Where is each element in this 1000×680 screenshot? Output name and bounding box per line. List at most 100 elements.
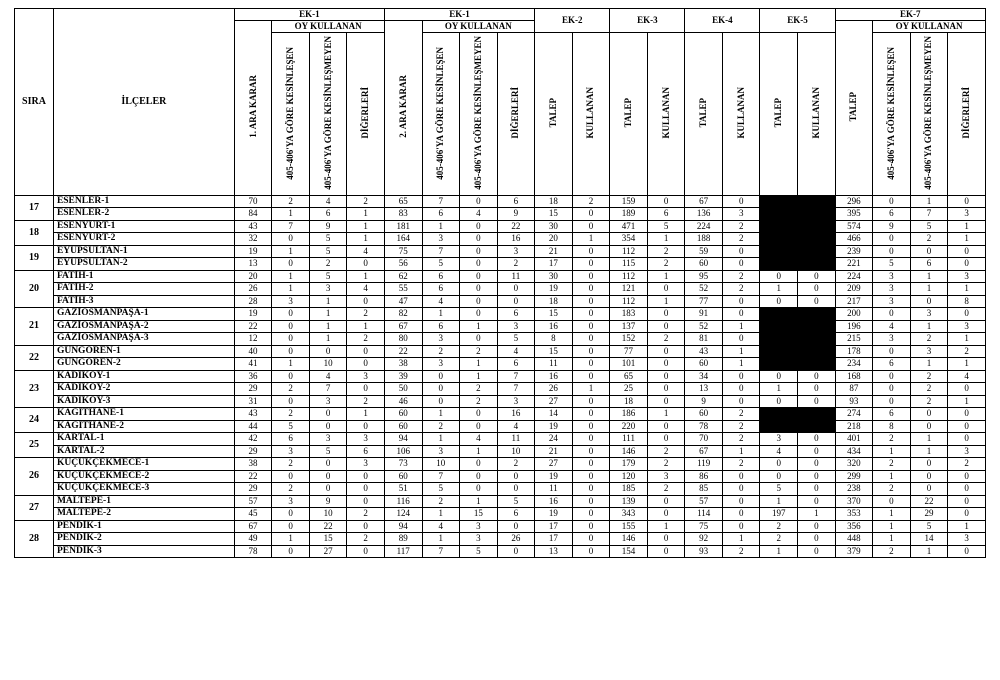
- data-cell: 41: [234, 358, 272, 371]
- data-cell: 0: [572, 245, 610, 258]
- table-row: EYÜPSULTAN-213020565021701152600221560: [15, 258, 986, 271]
- data-cell: 2: [722, 283, 760, 296]
- data-cell: 0: [572, 270, 610, 283]
- hdr-talep: TALEP: [685, 33, 723, 196]
- table-row: KADIKÖY-229270500272612501301087020: [15, 383, 986, 396]
- data-cell: 1: [873, 470, 911, 483]
- hdr-arakarar1: 1. ARA KARAR: [234, 21, 272, 196]
- data-cell: 17: [535, 258, 573, 271]
- data-cell: 0: [572, 395, 610, 408]
- data-cell: 14: [910, 533, 948, 546]
- data-cell: 0: [460, 258, 498, 271]
- data-cell: 1: [948, 358, 986, 371]
- data-cell: 434: [835, 445, 873, 458]
- data-cell: 112: [610, 245, 648, 258]
- data-cell: 60: [384, 470, 422, 483]
- sira-cell: 25: [15, 433, 54, 458]
- data-cell: 2: [272, 195, 310, 208]
- data-cell: [798, 320, 836, 333]
- data-cell: 2: [497, 258, 535, 271]
- data-cell: 45: [234, 508, 272, 521]
- data-cell: 0: [798, 533, 836, 546]
- ilce-cell: KADIKÖY-1: [53, 370, 234, 383]
- data-cell: 0: [572, 258, 610, 271]
- hdr-kul: KULLANAN: [647, 33, 685, 196]
- data-cell: 2: [647, 245, 685, 258]
- table-row: KARTAL-2293561063110210146267140434113: [15, 445, 986, 458]
- data-cell: 67: [234, 520, 272, 533]
- ilce-cell: MALTEPE-2: [53, 508, 234, 521]
- data-cell: 299: [835, 470, 873, 483]
- data-cell: 7: [422, 195, 460, 208]
- data-cell: 0: [798, 383, 836, 396]
- data-cell: 238: [835, 483, 873, 496]
- data-cell: 16: [497, 233, 535, 246]
- data-cell: 0: [572, 495, 610, 508]
- table-header: SIRA İLÇELER EK-1 EK-1 EK-2 EK-3 EK-4 EK…: [15, 9, 986, 196]
- data-cell: 9: [309, 495, 347, 508]
- data-cell: 15: [535, 308, 573, 321]
- data-cell: 78: [234, 545, 272, 558]
- data-cell: 2: [647, 333, 685, 346]
- data-cell: 0: [460, 245, 498, 258]
- ilce-cell: KÜÇÜKÇEKMECE-1: [53, 458, 234, 471]
- data-cell: 2: [497, 458, 535, 471]
- data-cell: 19: [535, 508, 573, 521]
- hdr-kul: KULLANAN: [722, 33, 760, 196]
- data-cell: 3: [460, 520, 498, 533]
- ilce-cell: PENDİK-2: [53, 533, 234, 546]
- data-cell: 3: [948, 445, 986, 458]
- data-cell: 0: [910, 458, 948, 471]
- hdr-sira: SIRA: [15, 9, 54, 196]
- hdr-ek1a: EK-1: [234, 9, 384, 21]
- data-cell: 185: [610, 483, 648, 496]
- data-cell: 168: [835, 370, 873, 383]
- data-cell: 1: [647, 408, 685, 421]
- data-cell: 0: [460, 295, 498, 308]
- data-cell: 2: [722, 433, 760, 446]
- data-cell: 0: [272, 470, 310, 483]
- data-cell: 3: [948, 320, 986, 333]
- data-cell: 93: [835, 395, 873, 408]
- data-cell: 3: [497, 245, 535, 258]
- table-row: 27MALTEPE-157390116215160139057010370022…: [15, 495, 986, 508]
- data-cell: 0: [272, 308, 310, 321]
- data-cell: 39: [384, 370, 422, 383]
- data-cell: 16: [535, 495, 573, 508]
- data-cell: 73: [384, 458, 422, 471]
- data-cell: 0: [347, 470, 385, 483]
- data-cell: 448: [835, 533, 873, 546]
- data-cell: [760, 233, 798, 246]
- data-cell: 1: [347, 408, 385, 421]
- data-cell: 1: [910, 320, 948, 333]
- data-cell: [798, 245, 836, 258]
- data-cell: 77: [685, 295, 723, 308]
- data-cell: 0: [722, 258, 760, 271]
- data-cell: 1: [422, 533, 460, 546]
- data-cell: 155: [610, 520, 648, 533]
- data-cell: 31: [234, 395, 272, 408]
- ilce-cell: PENDİK-3: [53, 545, 234, 558]
- data-cell: 1: [309, 333, 347, 346]
- data-cell: 0: [460, 220, 498, 233]
- data-cell: 4: [460, 433, 498, 446]
- data-cell: 3: [309, 433, 347, 446]
- data-cell: 0: [798, 483, 836, 496]
- data-cell: 1: [948, 520, 986, 533]
- data-cell: 154: [610, 545, 648, 558]
- data-cell: 0: [722, 370, 760, 383]
- data-cell: 234: [835, 358, 873, 371]
- data-cell: 1: [460, 495, 498, 508]
- data-cell: 28: [234, 295, 272, 308]
- data-cell: 574: [835, 220, 873, 233]
- data-cell: 6: [910, 258, 948, 271]
- data-cell: 6: [497, 308, 535, 321]
- hdr-kesm: 405-406'YA GÖRE KESİNLEŞMEYEN: [910, 33, 948, 196]
- data-cell: 20: [535, 233, 573, 246]
- data-cell: 75: [685, 520, 723, 533]
- data-cell: 86: [685, 470, 723, 483]
- data-cell: 356: [835, 520, 873, 533]
- data-cell: 0: [722, 383, 760, 396]
- data-cell: 0: [572, 320, 610, 333]
- data-cell: 7: [422, 470, 460, 483]
